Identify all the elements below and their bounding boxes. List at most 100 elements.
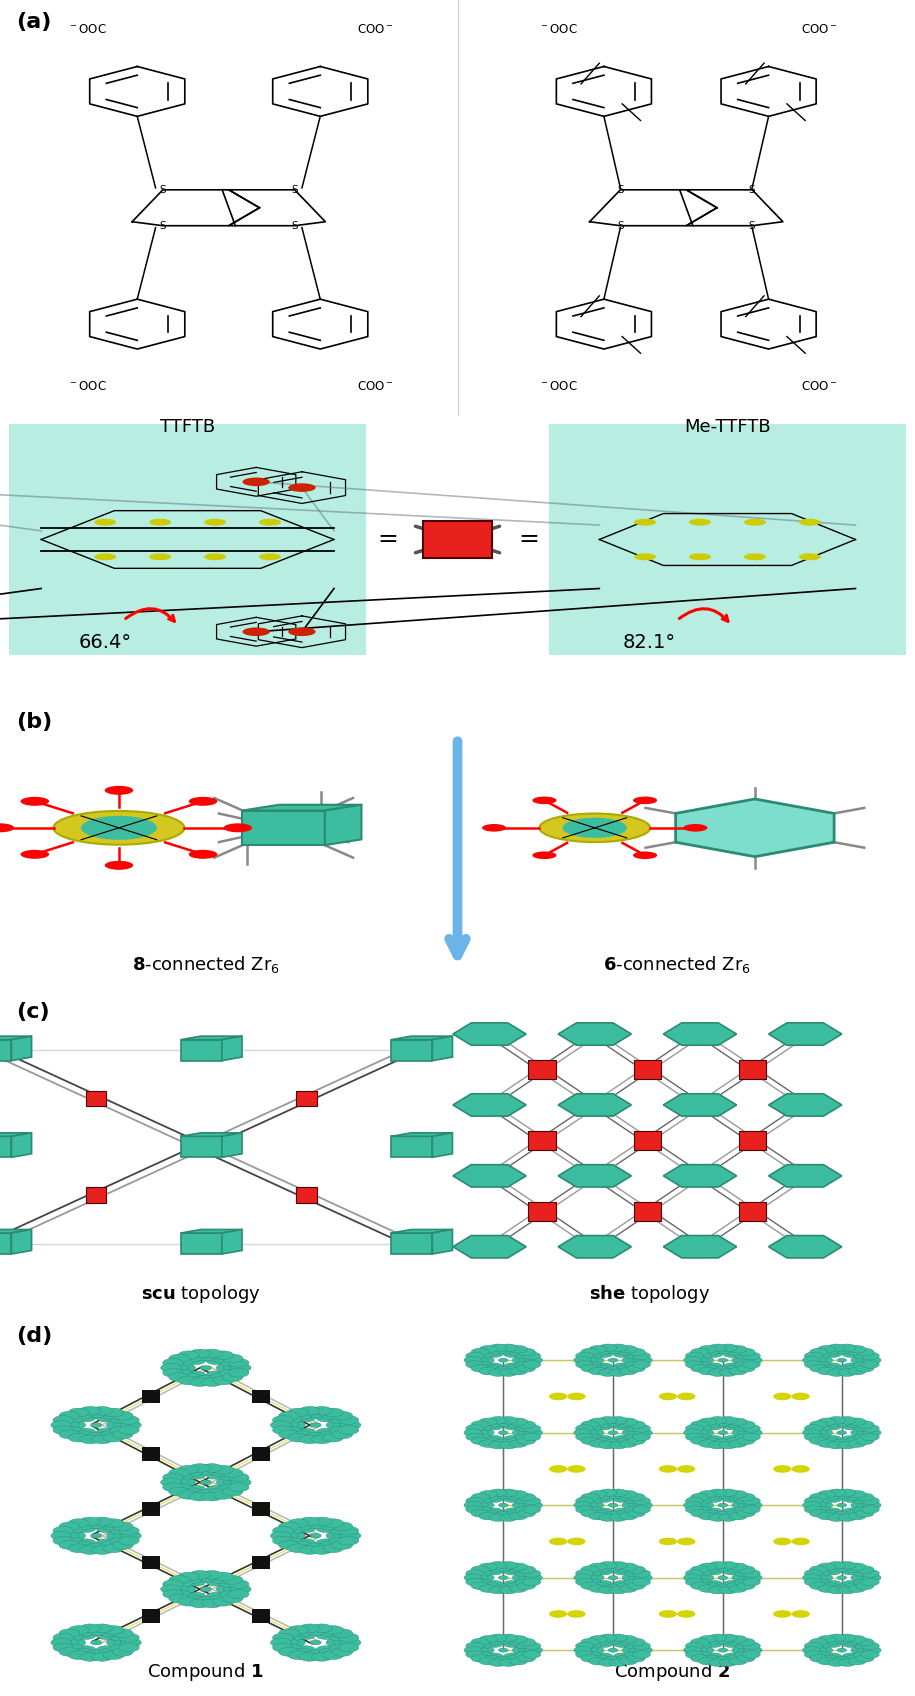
Circle shape: [563, 817, 627, 838]
Circle shape: [804, 1498, 823, 1504]
Circle shape: [845, 1509, 863, 1518]
Circle shape: [742, 1433, 760, 1442]
Circle shape: [592, 1565, 610, 1572]
Circle shape: [856, 1501, 875, 1509]
Circle shape: [802, 1501, 821, 1509]
Circle shape: [316, 1538, 337, 1548]
Circle shape: [485, 1654, 503, 1660]
Circle shape: [856, 1565, 874, 1574]
Circle shape: [723, 1364, 741, 1370]
Polygon shape: [663, 1023, 737, 1045]
Circle shape: [167, 1584, 188, 1594]
Circle shape: [69, 1543, 89, 1552]
Circle shape: [500, 1515, 518, 1521]
Circle shape: [737, 1655, 755, 1662]
Circle shape: [574, 1501, 592, 1509]
Circle shape: [299, 1652, 320, 1660]
Circle shape: [586, 1430, 604, 1437]
Circle shape: [69, 1433, 89, 1442]
Circle shape: [804, 1433, 823, 1442]
Bar: [9, 424, 366, 655]
Polygon shape: [558, 1165, 631, 1187]
Circle shape: [466, 1579, 484, 1586]
Text: Me-TTFTB: Me-TTFTB: [684, 419, 770, 436]
Circle shape: [699, 1345, 716, 1353]
Bar: [391, 1233, 432, 1253]
Bar: [529, 1131, 556, 1150]
Circle shape: [838, 1416, 856, 1425]
Circle shape: [685, 1506, 704, 1513]
Circle shape: [510, 1418, 527, 1426]
Circle shape: [810, 1565, 828, 1574]
Circle shape: [61, 1537, 82, 1545]
Circle shape: [595, 1508, 613, 1516]
Circle shape: [856, 1574, 875, 1581]
Circle shape: [58, 1421, 79, 1430]
Circle shape: [189, 1377, 210, 1386]
Circle shape: [690, 1430, 708, 1437]
Circle shape: [506, 1438, 524, 1445]
Circle shape: [737, 1574, 756, 1581]
Text: (b): (b): [16, 712, 53, 733]
Circle shape: [471, 1582, 490, 1589]
Circle shape: [742, 1642, 760, 1650]
Circle shape: [506, 1348, 524, 1355]
Circle shape: [466, 1569, 484, 1577]
Circle shape: [659, 1465, 677, 1472]
Circle shape: [737, 1365, 755, 1372]
Circle shape: [323, 1408, 343, 1416]
Circle shape: [581, 1492, 599, 1501]
Circle shape: [515, 1433, 533, 1442]
Circle shape: [178, 1572, 199, 1581]
Circle shape: [719, 1562, 737, 1569]
Circle shape: [632, 1650, 651, 1659]
Circle shape: [699, 1564, 716, 1570]
Circle shape: [96, 1630, 117, 1640]
Circle shape: [814, 1647, 833, 1654]
Circle shape: [744, 1357, 762, 1364]
Circle shape: [494, 1584, 512, 1591]
Circle shape: [833, 1420, 851, 1426]
Circle shape: [494, 1367, 512, 1374]
Polygon shape: [769, 1165, 842, 1187]
Circle shape: [695, 1501, 714, 1509]
Circle shape: [810, 1509, 828, 1518]
Text: $\mathbf{she}$ topology: $\mathbf{she}$ topology: [589, 1282, 710, 1304]
Circle shape: [319, 1628, 340, 1637]
Circle shape: [619, 1418, 637, 1426]
Circle shape: [216, 1584, 237, 1594]
Circle shape: [609, 1633, 628, 1642]
Circle shape: [479, 1440, 497, 1447]
Circle shape: [281, 1414, 302, 1423]
Circle shape: [838, 1343, 856, 1352]
Circle shape: [848, 1440, 866, 1447]
Circle shape: [61, 1426, 82, 1435]
Circle shape: [506, 1565, 524, 1572]
Circle shape: [213, 1598, 233, 1606]
Circle shape: [522, 1360, 541, 1369]
Circle shape: [86, 1650, 106, 1659]
Circle shape: [848, 1635, 866, 1643]
Circle shape: [628, 1501, 646, 1509]
Bar: [142, 1389, 160, 1403]
Circle shape: [604, 1564, 622, 1572]
Circle shape: [821, 1365, 839, 1372]
Circle shape: [332, 1628, 353, 1638]
Circle shape: [464, 1574, 482, 1581]
Circle shape: [515, 1425, 533, 1431]
Circle shape: [619, 1657, 637, 1665]
Circle shape: [222, 1469, 243, 1477]
Circle shape: [581, 1421, 599, 1428]
Circle shape: [517, 1348, 535, 1355]
Circle shape: [854, 1642, 872, 1649]
Circle shape: [200, 1587, 211, 1591]
Circle shape: [848, 1584, 866, 1593]
Circle shape: [702, 1348, 720, 1355]
Circle shape: [228, 1482, 249, 1491]
Circle shape: [500, 1442, 518, 1448]
Circle shape: [856, 1430, 875, 1437]
Circle shape: [854, 1569, 872, 1577]
Circle shape: [821, 1638, 839, 1645]
Circle shape: [714, 1584, 732, 1591]
Circle shape: [216, 1364, 237, 1372]
